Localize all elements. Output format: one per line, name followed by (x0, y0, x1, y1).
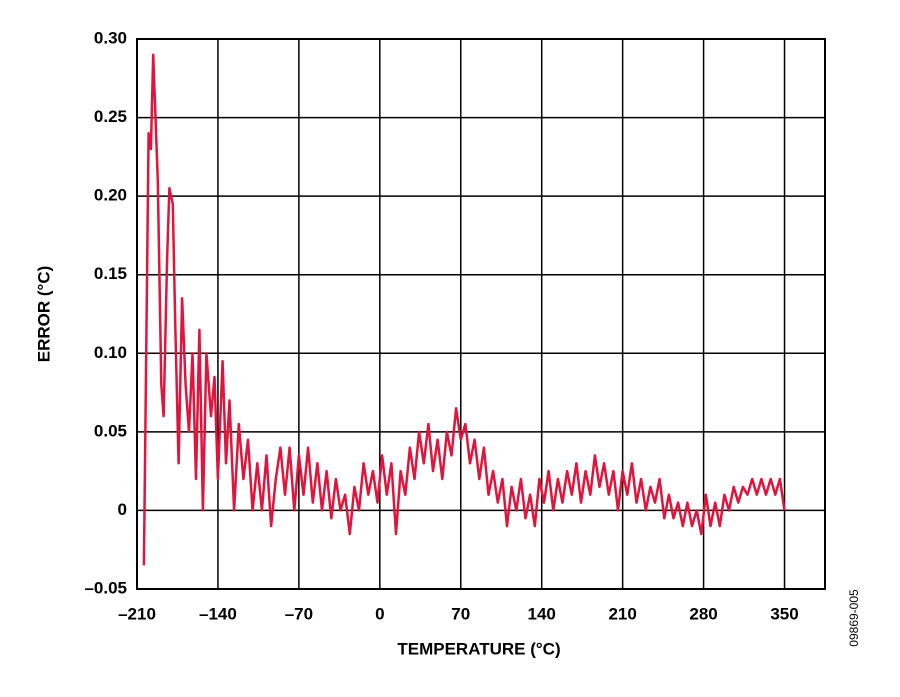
x-tick-label: 350 (770, 604, 798, 623)
x-tick-label: 70 (451, 604, 470, 623)
x-tick-label: 280 (689, 604, 717, 623)
x-tick-label: –140 (199, 604, 237, 623)
plot-border (136, 38, 826, 590)
x-tick-label: 140 (528, 604, 556, 623)
figure-code: 09869-005 (847, 589, 861, 647)
data-line (142, 53, 786, 566)
y-tick-label: 0 (118, 500, 127, 519)
y-tick-label: 0.25 (94, 107, 127, 126)
x-tick-label: 210 (608, 604, 636, 623)
y-tick-label: –0.05 (84, 578, 127, 597)
y-tick-label: 0.05 (94, 421, 127, 440)
y-tick-label: 0.30 (94, 28, 127, 47)
x-tick-label: 0 (375, 604, 384, 623)
x-tick-label: –70 (285, 604, 313, 623)
y-axis-label: ERROR (°C) (34, 266, 53, 363)
y-tick-label: 0.20 (94, 186, 127, 205)
x-axis-label: TEMPERATURE (°C) (397, 639, 560, 658)
x-tick-label: –210 (118, 604, 156, 623)
y-tick-label: 0.15 (94, 264, 127, 283)
y-tick-label: 0.10 (94, 343, 127, 362)
